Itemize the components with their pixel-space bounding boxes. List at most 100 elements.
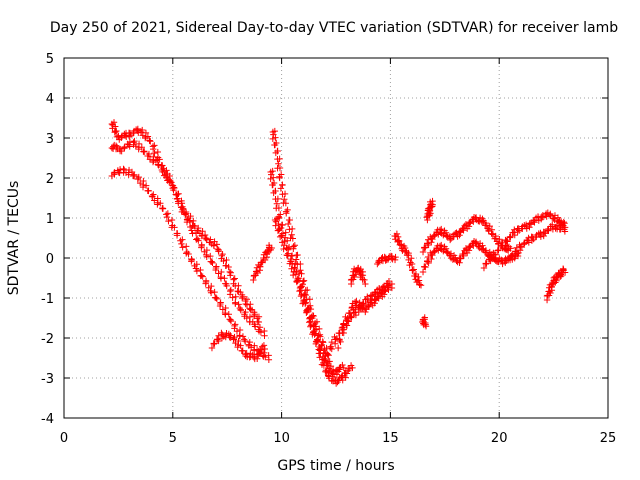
data-point <box>179 244 186 251</box>
series-track-12 <box>374 252 399 268</box>
data-point <box>222 304 229 312</box>
data-point <box>173 232 181 239</box>
data-point <box>424 257 431 265</box>
data-point <box>203 253 210 260</box>
data-point <box>320 362 328 369</box>
data-point <box>403 252 411 259</box>
y-tick-label: 2 <box>46 172 54 187</box>
data-point <box>286 260 294 267</box>
data-point <box>222 262 229 269</box>
data-point <box>193 261 201 268</box>
data-point <box>419 268 427 276</box>
data-point <box>353 297 360 305</box>
data-point <box>270 174 277 181</box>
data-point <box>526 220 533 227</box>
data-point <box>507 245 514 252</box>
data-point <box>269 181 277 189</box>
data-point <box>304 306 311 314</box>
data-point <box>388 284 396 292</box>
data-point <box>527 221 535 228</box>
data-point <box>237 307 245 314</box>
data-point <box>188 258 195 265</box>
data-point <box>340 329 347 337</box>
data-point <box>297 292 305 300</box>
data-point <box>508 252 516 260</box>
data-point <box>226 291 234 298</box>
data-point <box>232 300 239 307</box>
y-tick-label: 1 <box>46 212 54 227</box>
data-point <box>233 328 241 335</box>
data-point <box>275 160 282 167</box>
data-point <box>152 157 160 164</box>
data-point <box>327 343 334 350</box>
data-point <box>216 302 224 310</box>
data-point <box>344 315 351 322</box>
data-point <box>544 226 551 234</box>
data-point <box>145 187 152 195</box>
series-track-4 <box>208 329 269 363</box>
data-point <box>419 248 427 256</box>
data-point <box>351 298 359 306</box>
data-point <box>131 137 138 145</box>
y-tick-label: 4 <box>46 92 54 107</box>
data-point <box>279 221 286 229</box>
data-point <box>269 167 276 175</box>
data-point <box>479 242 486 249</box>
data-point <box>349 272 356 279</box>
data-point <box>213 263 220 270</box>
data-point <box>260 342 268 349</box>
data-point <box>221 275 228 282</box>
data-point <box>243 296 251 303</box>
y-tick-label: 0 <box>46 252 54 267</box>
data-point <box>443 248 451 255</box>
x-tick-label: 20 <box>491 431 508 446</box>
data-point <box>429 251 436 259</box>
data-point <box>278 232 285 239</box>
data-point <box>238 294 246 302</box>
data-point <box>151 142 158 149</box>
data-point <box>325 358 332 365</box>
data-point <box>214 336 221 343</box>
data-point <box>292 256 300 263</box>
data-point <box>408 255 415 262</box>
data-point <box>163 211 170 218</box>
data-point <box>130 139 137 146</box>
data-point <box>141 134 149 142</box>
data-point <box>270 189 277 197</box>
data-point <box>545 227 552 234</box>
data-point <box>288 225 296 233</box>
data-point <box>231 275 238 282</box>
data-point <box>512 248 519 255</box>
data-point <box>257 263 264 270</box>
series-track-11 <box>347 264 369 288</box>
data-point <box>361 304 368 312</box>
data-point <box>276 174 283 182</box>
data-point <box>340 321 347 328</box>
data-point <box>262 353 269 361</box>
data-point <box>316 325 323 333</box>
data-point <box>301 290 308 298</box>
data-point <box>311 331 318 338</box>
data-point <box>210 340 218 348</box>
data-point <box>181 209 188 217</box>
data-point <box>492 232 499 240</box>
series-track-5 <box>250 242 275 284</box>
series-track-8 <box>271 215 356 387</box>
data-point <box>550 215 558 222</box>
data-point <box>321 356 329 364</box>
data-point <box>202 234 209 242</box>
data-point <box>225 311 232 318</box>
data-point <box>182 211 189 218</box>
data-point <box>218 268 225 276</box>
data-point <box>198 244 205 251</box>
data-point <box>273 200 281 207</box>
data-point <box>274 195 282 203</box>
data-point <box>197 266 204 274</box>
data-point <box>324 351 331 358</box>
data-point <box>211 294 219 301</box>
data-point <box>340 364 347 372</box>
data-point <box>225 330 233 338</box>
data-point <box>256 324 264 331</box>
data-point <box>212 266 219 274</box>
data-point <box>195 224 202 232</box>
